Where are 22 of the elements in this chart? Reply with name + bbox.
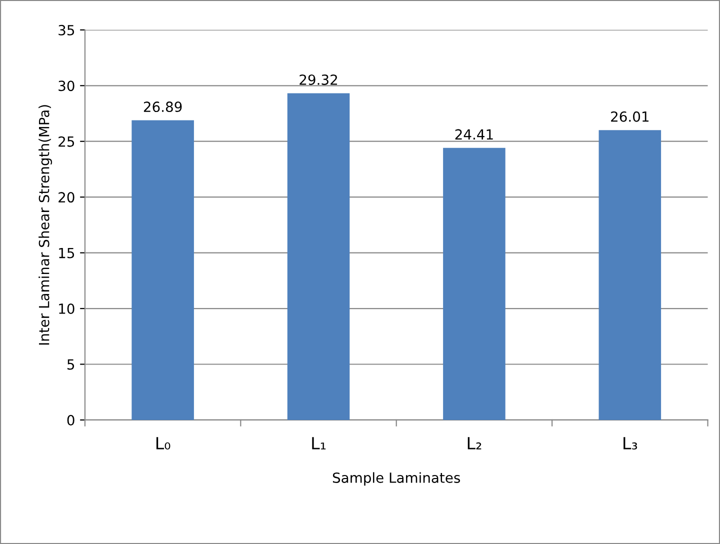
- data-label: 24.41: [455, 129, 493, 140]
- x-tick-label: L₂: [468, 437, 482, 450]
- y-axis-title: Inter Laminar Shear Strength(MPa): [38, 105, 52, 345]
- x-tick-label: L₀: [156, 437, 170, 450]
- bar: [287, 93, 350, 420]
- bar: [132, 120, 194, 420]
- data-label: 26.01: [611, 111, 649, 122]
- data-label: 26.89: [144, 102, 182, 112]
- y-tick-label: 25: [58, 136, 74, 147]
- data-label: 29.32: [300, 74, 337, 85]
- x-axis-title: Sample Laminates: [332, 472, 460, 486]
- y-tick-label: 15: [59, 248, 74, 258]
- y-tick-label: 5: [67, 359, 74, 370]
- y-tick-label: 0: [67, 414, 74, 426]
- x-tick-label: L₃: [624, 437, 638, 450]
- y-tick-label: 10: [59, 303, 74, 314]
- bar: [443, 148, 506, 420]
- bar: [598, 130, 662, 420]
- y-tick-label: 20: [58, 192, 74, 203]
- y-tick-label: 35: [58, 24, 74, 36]
- y-tick-label: 30: [58, 80, 74, 92]
- x-tick-label: L₁: [312, 437, 326, 450]
